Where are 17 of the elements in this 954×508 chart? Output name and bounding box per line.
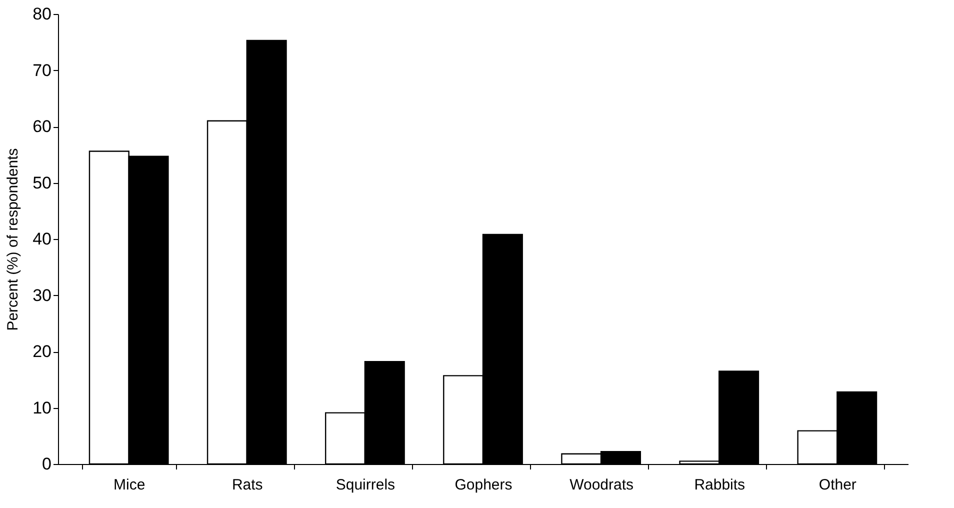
y-tick-label: 70 xyxy=(32,60,52,80)
y-tick-label: 20 xyxy=(32,342,52,361)
y-tick-label: 10 xyxy=(32,398,52,418)
x-tick-label: Woodrats xyxy=(570,476,634,494)
x-tick-label: Rats xyxy=(232,476,263,494)
y-tick-label: 80 xyxy=(32,4,52,24)
y-axis-title: Percent (%) of respondents xyxy=(4,148,22,331)
x-tick-label: Squirrels xyxy=(336,476,396,494)
y-tick-label: 50 xyxy=(32,173,52,192)
x-tick-label: Gophers xyxy=(454,476,512,494)
y-tick-label: 0 xyxy=(42,454,52,474)
x-tick-label: Mice xyxy=(113,476,146,494)
y-tick-label: 60 xyxy=(32,117,52,136)
y-tick-label: 40 xyxy=(32,230,52,248)
x-tick-label: Rabbits xyxy=(694,476,746,494)
y-tick-label: 30 xyxy=(32,286,52,305)
x-tick-label: Other xyxy=(818,476,856,494)
